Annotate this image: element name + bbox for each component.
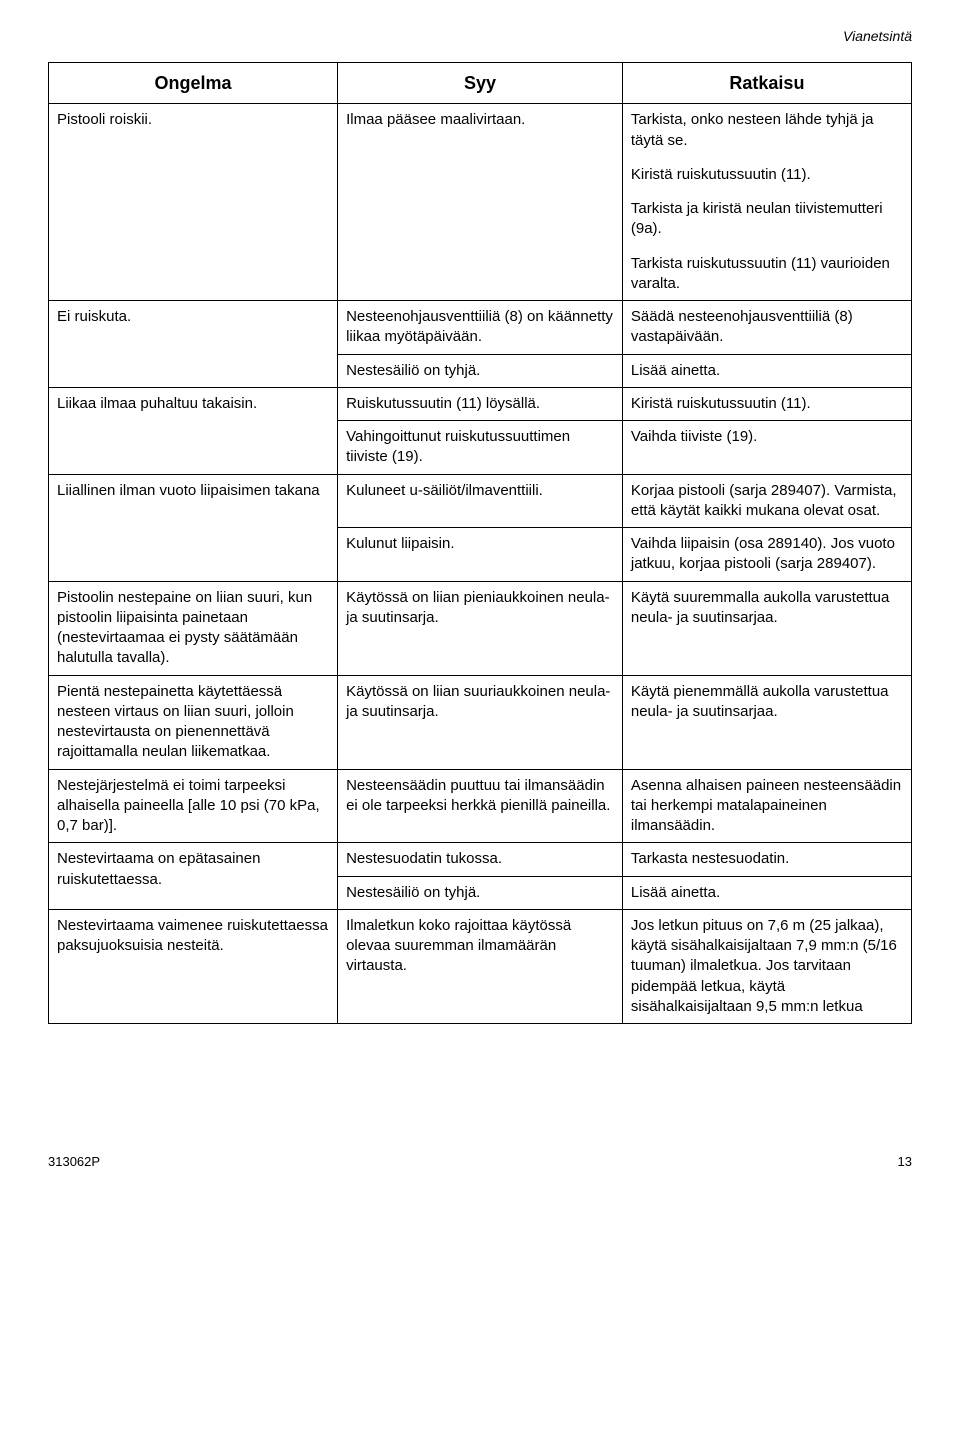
table-body: Pistooli roiskii.Ilmaa pääsee maalivirta… [49,104,912,1024]
table-cell: Nestevirtaama vaimenee ruiskutettaessa p… [49,909,338,1023]
table-cell: Nestevirtaama on epätasainen ruiskutetta… [49,843,338,910]
table-cell: Nestesuodatin tukossa. [338,843,623,876]
table-cell: Vahingoittunut ruiskutussuuttimen tiivis… [338,421,623,475]
table-row: Pistoolin nestepaine on liian suuri, kun… [49,581,912,675]
table-cell: Lisää ainetta. [622,354,911,387]
table-cell: Nestesäiliö on tyhjä. [338,354,623,387]
table-row: Nestevirtaama on epätasainen ruiskutetta… [49,843,912,876]
table-cell: Säädä nesteenohjausventtiiliä (8) vastap… [622,301,911,355]
header-cause: Syy [338,63,623,104]
page-footer: 313062P 13 [48,1154,912,1169]
header-problem: Ongelma [49,63,338,104]
table-cell: Liikaa ilmaa puhaltuu takaisin. [49,387,338,474]
table-cell: Nesteensäädin puuttuu tai ilmansäädin ei… [338,769,623,843]
table-cell: Korjaa pistooli (sarja 289407). Varmista… [622,474,911,528]
table-row: Liikaa ilmaa puhaltuu takaisin.Ruiskutus… [49,387,912,420]
table-cell: Käytä suuremmalla aukolla varustettua ne… [622,581,911,675]
table-cell: Nesteenohjausventtiiliä (8) on käännetty… [338,301,623,355]
table-cell: Vaihda tiiviste (19). [622,421,911,475]
table-header-row: Ongelma Syy Ratkaisu [49,63,912,104]
table-cell: Tarkista, onko nesteen lähde tyhjä ja tä… [622,104,911,301]
table-cell: Tarkasta nestesuodatin. [622,843,911,876]
table-cell: Käytössä on liian suuriaukkoinen neula- … [338,675,623,769]
troubleshooting-table: Ongelma Syy Ratkaisu Pistooli roiskii.Il… [48,62,912,1024]
table-row: Nestejärjestelmä ei toimi tarpeeksi alha… [49,769,912,843]
table-row: Ei ruiskuta.Nesteenohjausventtiiliä (8) … [49,301,912,355]
page-header: Vianetsintä [48,28,912,44]
footer-right: 13 [898,1154,912,1169]
table-cell: Ruiskutussuutin (11) löysällä. [338,387,623,420]
table-row: Nestevirtaama vaimenee ruiskutettaessa p… [49,909,912,1023]
table-cell: Kuluneet u-säiliöt/ilmaventtiili. [338,474,623,528]
table-cell: Lisää ainetta. [622,876,911,909]
table-row: Liiallinen ilman vuoto liipaisimen takan… [49,474,912,528]
table-cell: Ilmaletkun koko rajoittaa käytössä oleva… [338,909,623,1023]
table-row: Pientä nestepainetta käytettäessä nestee… [49,675,912,769]
footer-left: 313062P [48,1154,100,1169]
table-cell: Käytössä on liian pieniaukkoinen neula- … [338,581,623,675]
table-row: Pistooli roiskii.Ilmaa pääsee maalivirta… [49,104,912,301]
table-cell: Vaihda liipaisin (osa 289140). Jos vuoto… [622,528,911,582]
table-cell: Jos letkun pituus on 7,6 m (25 jalkaa), … [622,909,911,1023]
table-cell: Pistoolin nestepaine on liian suuri, kun… [49,581,338,675]
table-cell: Nestejärjestelmä ei toimi tarpeeksi alha… [49,769,338,843]
table-cell: Nestesäiliö on tyhjä. [338,876,623,909]
table-cell: Ei ruiskuta. [49,301,338,388]
table-cell: Kiristä ruiskutussuutin (11). [622,387,911,420]
table-cell: Pistooli roiskii. [49,104,338,301]
table-cell: Käytä pienemmällä aukolla varustettua ne… [622,675,911,769]
table-cell: Kulunut liipaisin. [338,528,623,582]
table-cell: Pientä nestepainetta käytettäessä nestee… [49,675,338,769]
table-cell: Liiallinen ilman vuoto liipaisimen takan… [49,474,338,581]
header-solution: Ratkaisu [622,63,911,104]
table-cell: Asenna alhaisen paineen nesteensäädin ta… [622,769,911,843]
table-cell: Ilmaa pääsee maalivirtaan. [338,104,623,301]
